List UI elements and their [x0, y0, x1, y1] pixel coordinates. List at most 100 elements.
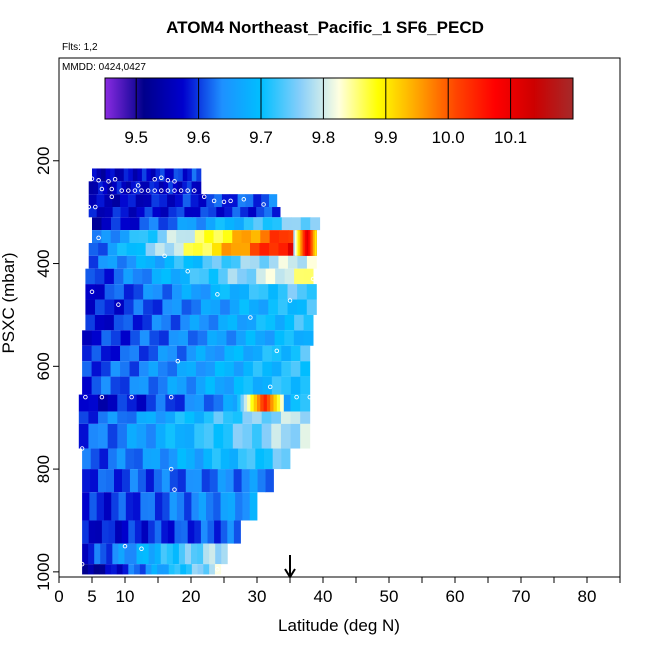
heatmap-cell: [252, 345, 263, 362]
heatmap-cell: [187, 520, 195, 544]
heatmap-cell: [290, 423, 301, 449]
heatmap-cell: [142, 314, 153, 331]
heatmap-hotspot-cell: [299, 230, 302, 256]
sample-point: [116, 302, 121, 307]
heatmap-cell: [224, 345, 235, 362]
heatmap-cell: [101, 230, 112, 243]
heatmap-cell: [127, 194, 137, 208]
heatmap-cell: [101, 361, 111, 377]
heatmap-cell: [177, 181, 183, 195]
heatmap-cell: [123, 268, 134, 285]
heatmap-cell: [121, 181, 127, 195]
heatmap-cell: [148, 217, 159, 231]
heatmap-hotspot-cell: [298, 230, 301, 256]
heatmap-cell: [249, 255, 260, 269]
heatmap-cell: [122, 564, 129, 575]
heatmap-cell: [113, 314, 124, 331]
sample-point: [112, 177, 118, 182]
heatmap-cell: [223, 411, 234, 424]
heatmap-cell: [125, 448, 135, 470]
heatmap-cell: [130, 543, 137, 565]
heatmap-cell: [191, 564, 198, 575]
heatmap-cell: [297, 284, 308, 300]
heatmap-cell: [178, 168, 184, 182]
heatmap-cell: [120, 376, 130, 395]
heatmap-cell: [96, 492, 105, 521]
heatmap-cell: [135, 194, 144, 208]
heatmap-cell: [293, 330, 304, 346]
heatmap-cell: [281, 361, 292, 377]
sample-point: [178, 188, 184, 193]
heatmap-cell: [165, 411, 176, 424]
heatmap-cell: [290, 411, 301, 424]
heatmap-cell: [274, 330, 285, 346]
x-axis-label: Latitude (deg N): [278, 616, 400, 635]
heatmap-cell: [99, 448, 109, 470]
heatmap-cell: [195, 345, 206, 362]
heatmap-cell: [148, 376, 159, 395]
heatmap-cell: [287, 299, 298, 315]
heatmap-cell: [243, 217, 254, 231]
heatmap-cell: [148, 520, 156, 544]
heatmap-cell: [146, 423, 157, 449]
sample-point: [96, 178, 101, 183]
heatmap-cell: [203, 543, 210, 565]
heatmap-cell: [203, 423, 214, 449]
heatmap-cell: [205, 345, 216, 362]
heatmap-cell: [173, 168, 179, 182]
heatmap-cell: [167, 345, 178, 362]
heatmap-cell: [268, 299, 279, 315]
sample-point: [99, 186, 105, 192]
heatmap-cell: [121, 520, 129, 544]
heatmap-cell: [190, 194, 199, 208]
x-tick-label: 0: [54, 587, 63, 606]
heatmap-cell: [124, 543, 131, 565]
heatmap-cell: [256, 268, 267, 285]
colorbar-ticks: 9.5 9.6 9.7 9.8 9.9 10.0 10.1: [124, 78, 527, 147]
sample-point: [228, 198, 233, 204]
heatmap-cell: [110, 330, 121, 346]
heatmap-cell: [300, 423, 311, 449]
heatmap-cell: [284, 330, 295, 346]
heatmap-cell: [133, 492, 141, 521]
heatmap-cell: [213, 394, 224, 412]
heatmap-cell: [128, 168, 134, 182]
colorbar-tick-label: 9.9: [374, 128, 398, 147]
heatmap-cell: [78, 423, 89, 449]
heatmap-hotspot-cell: [250, 394, 255, 412]
heatmap-cell: [278, 242, 289, 256]
heatmap-cell: [189, 268, 200, 285]
heatmap-cell: [98, 411, 109, 424]
heatmap-hotspot-cell: [313, 230, 316, 256]
heatmap-cell: [82, 376, 92, 395]
heatmap-cell: [214, 345, 225, 362]
heatmap-hotspot-cell: [293, 230, 296, 256]
heatmap-cell: [140, 181, 146, 195]
heatmap-cell: [176, 230, 186, 243]
heatmap-cell: [126, 181, 132, 195]
heatmap-cell: [128, 520, 136, 544]
heatmap-cell: [246, 314, 257, 331]
heatmap-cell: [277, 284, 288, 300]
sample-point: [165, 188, 171, 193]
heatmap-cell: [303, 330, 314, 346]
heatmap-cell: [165, 423, 176, 449]
heatmap-hotspot-cell: [247, 394, 251, 412]
heatmap-cell: [186, 345, 197, 362]
heatmap-cell: [213, 423, 224, 449]
heatmap-cell: [101, 217, 112, 231]
heatmap-cell: [162, 284, 173, 300]
heatmap-cell: [290, 361, 301, 377]
heatmap-cell: [99, 564, 106, 575]
y-tick-label: 600: [34, 352, 53, 380]
heatmap-cell: [287, 255, 298, 269]
heatmap-cell: [143, 284, 154, 300]
heatmap-cell: [193, 242, 203, 256]
sample-point: [79, 446, 85, 451]
heatmap-cell: [281, 376, 292, 395]
heatmap-cell: [255, 448, 265, 470]
heatmap-cell: [118, 492, 127, 521]
heatmap-cell: [145, 242, 156, 256]
colorbar: 9.5 9.6 9.7 9.8 9.9 10.0 10.1: [104, 77, 574, 147]
